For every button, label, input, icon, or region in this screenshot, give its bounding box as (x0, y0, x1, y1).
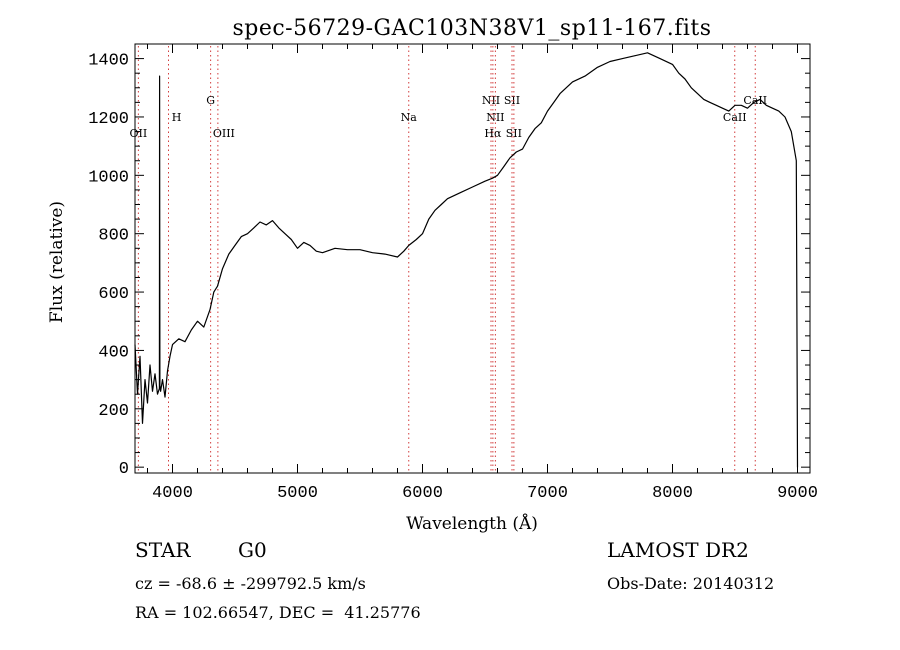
x-tick-label-0: 4000 (152, 484, 193, 503)
line-label-9: SII (506, 127, 522, 140)
y-tick-label-0: 0 (119, 460, 129, 479)
y-tick-label-5: 1000 (88, 168, 129, 187)
subclass-text: G0 (238, 538, 267, 562)
line-label-6: NII (486, 111, 504, 124)
x-tick-label-1: 5000 (277, 484, 318, 503)
coords-text: RA = 102.66547, DEC = 41.25776 (135, 603, 421, 622)
spectral-line-markers: OII H G OIII Na NII NII Hα SII SII CaII CaII (130, 46, 767, 473)
line-label-10: CaII (723, 111, 747, 124)
x-tick-label-4: 8000 (652, 484, 693, 503)
x-tick-label-3: 7000 (527, 484, 568, 503)
y-tick-label-3: 600 (98, 285, 129, 304)
line-label-3: OIII (213, 127, 235, 140)
x-tick-label-5: 9000 (777, 484, 818, 503)
line-label-11: CaII (743, 94, 767, 107)
spectrum-data (134, 52, 799, 468)
y-tick-label-1: 200 (98, 402, 129, 421)
spectrum-line-0 (134, 52, 799, 468)
line-label-4: Na (401, 111, 418, 124)
line-label-2: G (206, 94, 215, 107)
x-tick-label-2: 6000 (402, 484, 443, 503)
plot-frame (134, 43, 811, 474)
y-tick-label-4: 800 (98, 227, 129, 246)
chart-title: spec-56729-GAC103N38V1_sp11-167.fits (232, 16, 711, 41)
line-label-8: SII (504, 94, 520, 107)
y-tick-label-7: 1400 (88, 52, 129, 71)
survey-text: LAMOST DR2 (607, 538, 749, 562)
y-axis-label: Flux (relative) (47, 201, 67, 323)
line-label-1: H (172, 111, 182, 124)
redshift-text: cz = -68.6 ± -299792.5 km/s (135, 574, 366, 593)
line-label-0: OII (130, 127, 148, 140)
x-axis-label: Wavelength (Å) (406, 513, 538, 534)
object-class-text: STAR (135, 538, 191, 562)
axes: 4000 5000 6000 7000 8000 9000 0 200 400 600 800 100… (88, 43, 818, 503)
y-tick-label-6: 1200 (88, 110, 129, 129)
y-tick-label-2: 400 (98, 343, 129, 362)
obs-date-text: Obs-Date: 20140312 (607, 574, 775, 593)
line-label-7: Hα (484, 127, 502, 140)
line-label-5: NII (482, 94, 500, 107)
